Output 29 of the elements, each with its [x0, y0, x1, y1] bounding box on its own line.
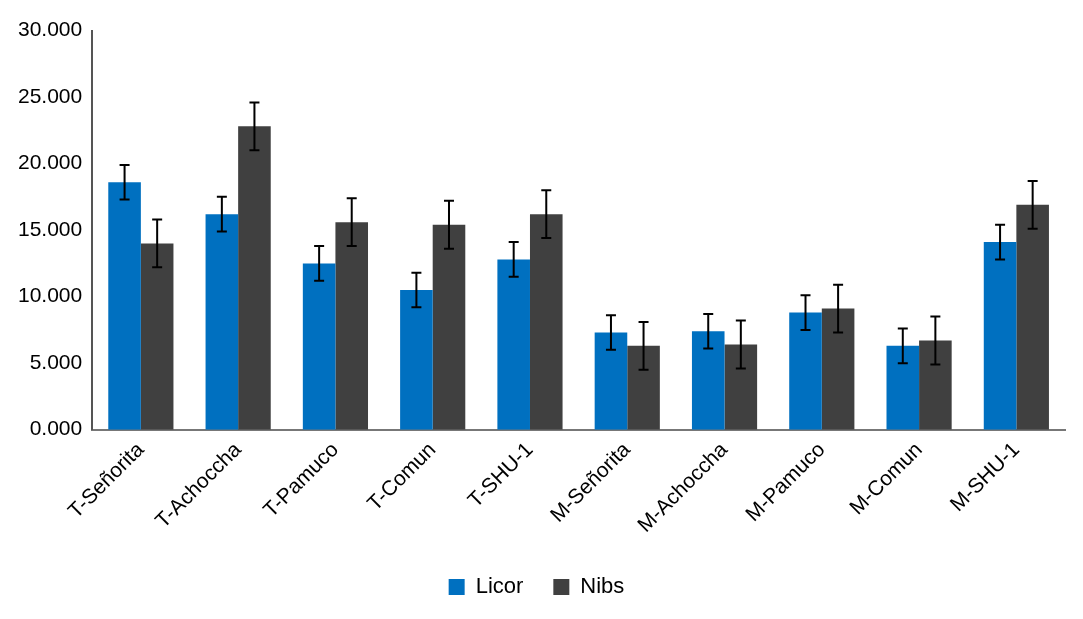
y-tick-label: 25.000 [18, 83, 83, 107]
bar [108, 182, 141, 430]
bar [691, 331, 725, 430]
bar [432, 224, 466, 430]
bar [302, 263, 336, 430]
bar [205, 214, 239, 430]
legend-label: Nibs [580, 573, 625, 599]
legend-label: Licor [475, 573, 524, 599]
bar [497, 259, 530, 430]
bar [724, 344, 758, 430]
bar [919, 340, 952, 430]
y-tick-label: 30.000 [18, 17, 83, 41]
y-tick-label: 20.000 [18, 150, 83, 174]
bar [400, 289, 433, 430]
bar [594, 332, 628, 430]
bar [238, 126, 271, 430]
bar [789, 312, 822, 430]
y-tick-label: 15.000 [18, 216, 83, 240]
bar [821, 308, 855, 430]
bar [1016, 204, 1049, 430]
y-tick-label: 5.000 [29, 349, 83, 373]
y-tick-label: 10.000 [18, 283, 83, 307]
bar [529, 214, 563, 430]
bar [983, 242, 1017, 430]
bar [335, 222, 369, 430]
bar [140, 243, 174, 430]
bar [627, 345, 660, 430]
y-tick-label: 0.000 [29, 416, 83, 440]
bar [886, 345, 920, 430]
